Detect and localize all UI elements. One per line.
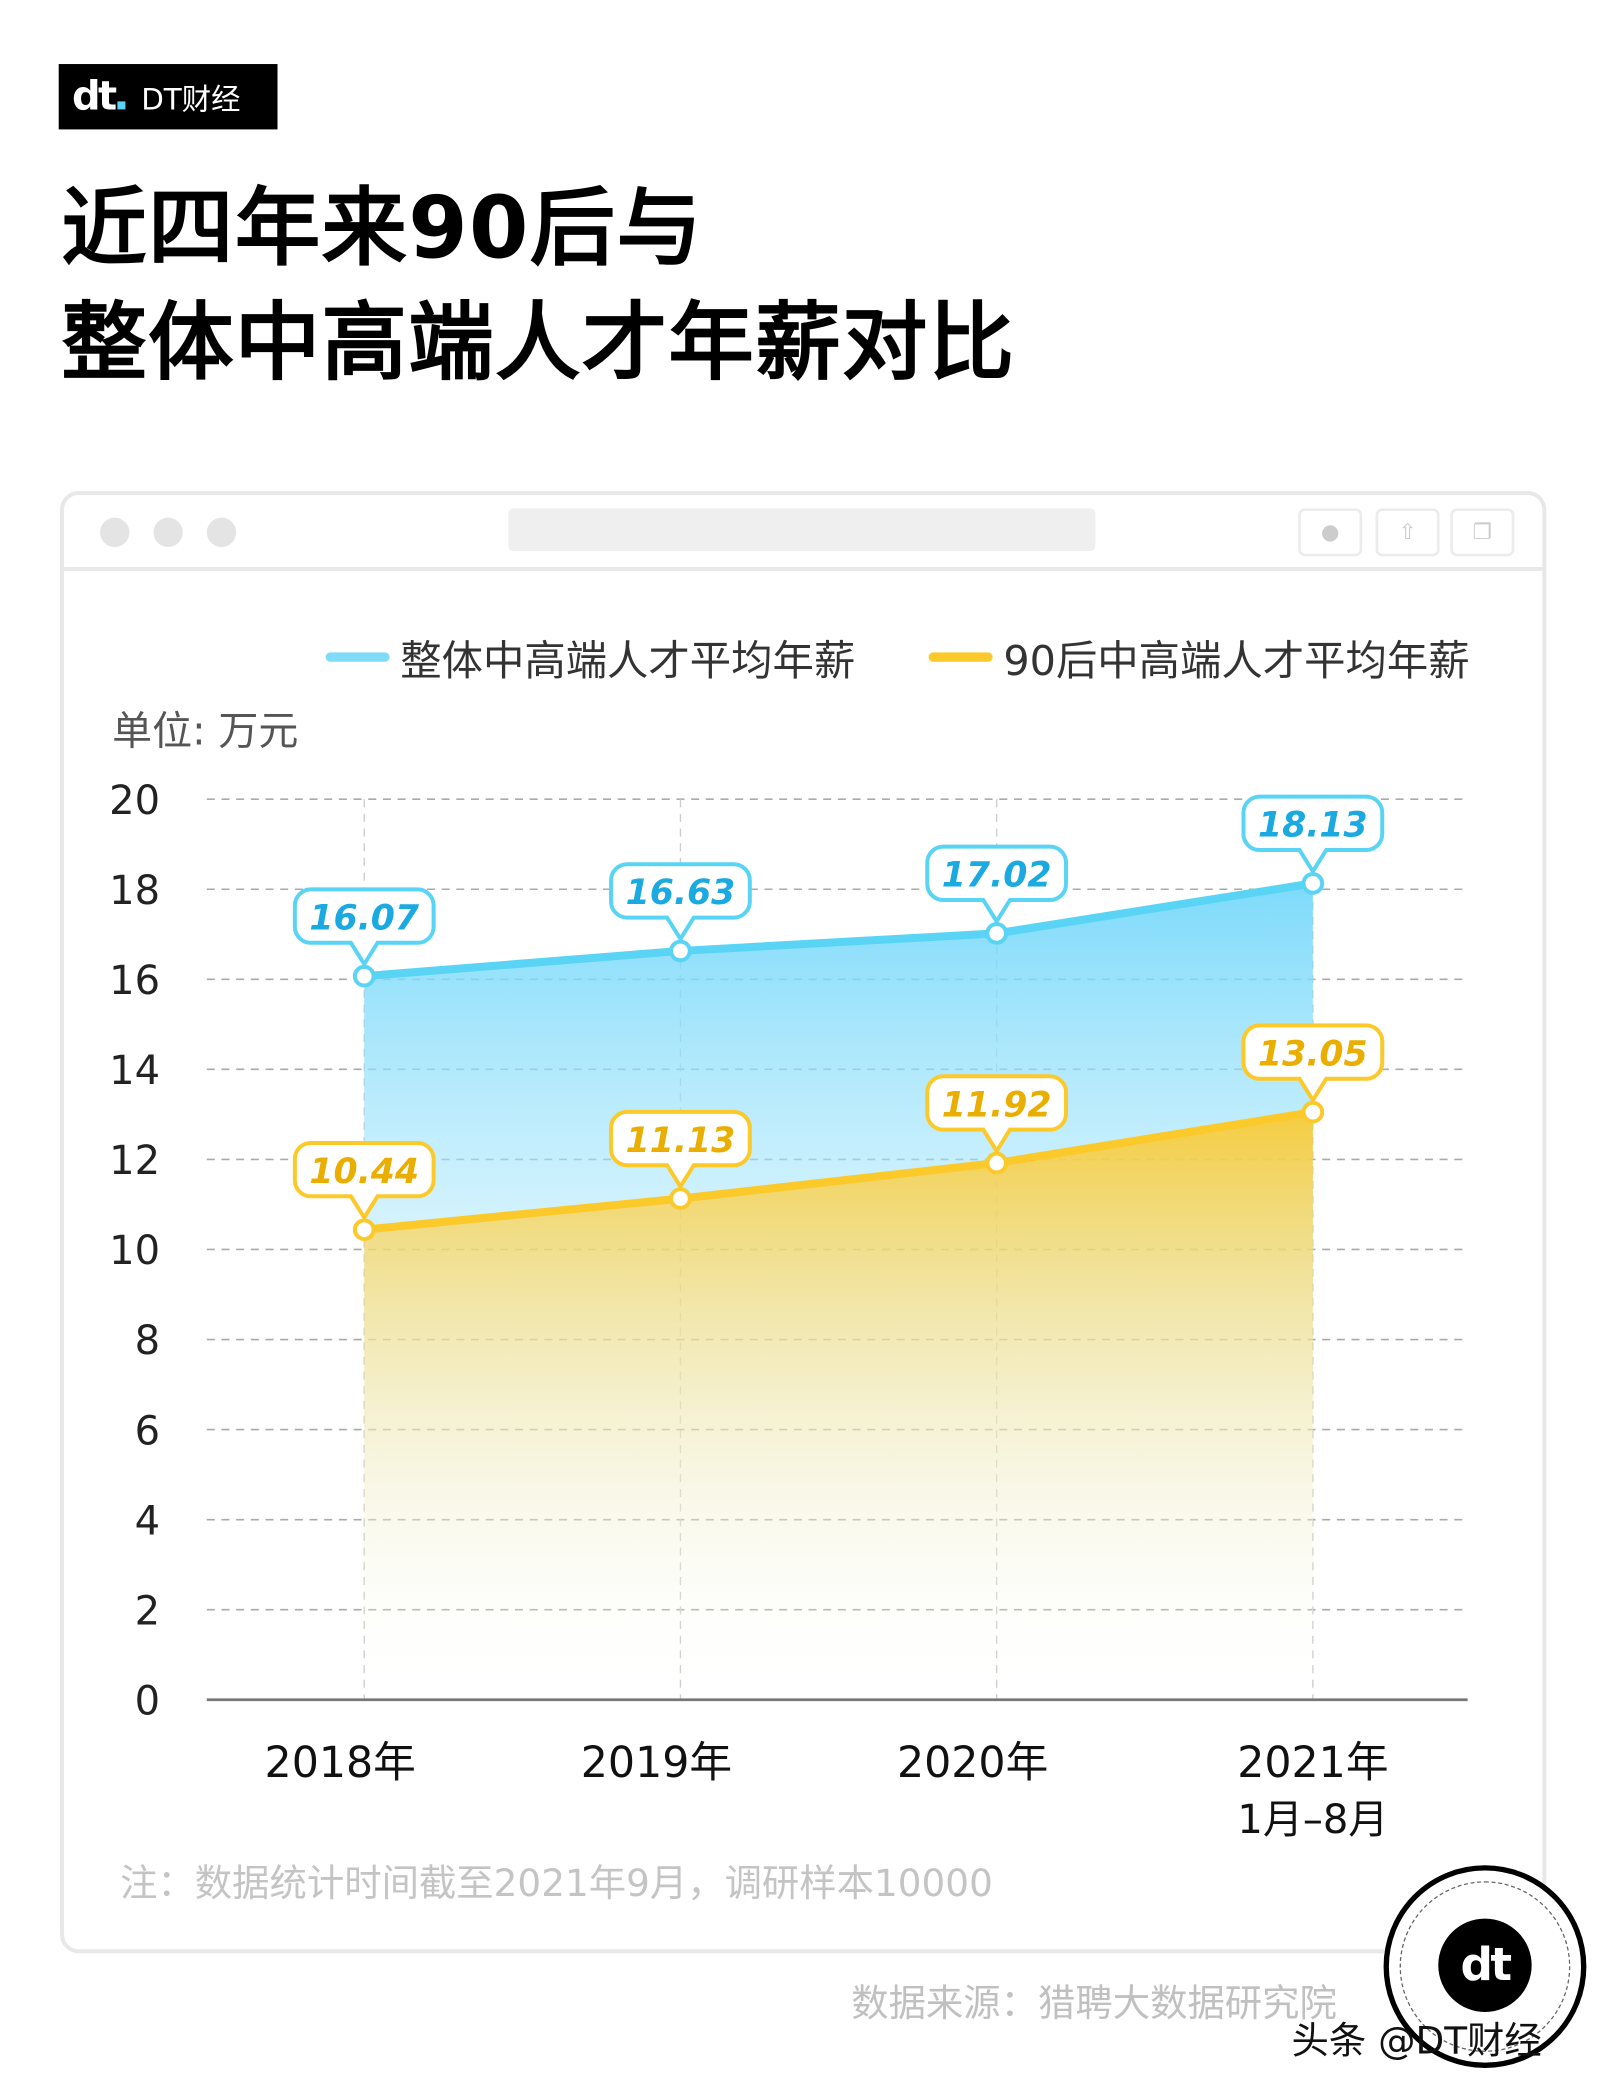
copy-icon[interactable]: ❐ xyxy=(1450,508,1515,557)
data-label-bubble xyxy=(1241,794,1385,876)
x-tick-label: 2020年 xyxy=(897,1738,1048,1788)
data-point xyxy=(985,922,1008,945)
data-label: 17.02 xyxy=(942,856,1052,896)
footnote: 注：数据统计时间截至2021年9月，调研样本10000 xyxy=(120,1861,993,1906)
data-point xyxy=(352,1218,376,1242)
x-tick-label: 2021年 xyxy=(1237,1738,1388,1788)
series-area xyxy=(364,1112,1313,1700)
data-label-bubble xyxy=(925,1074,1069,1155)
page-title-line-2: 整体中高端人才年薪对比 xyxy=(61,294,1016,394)
y-tick-label: 4 xyxy=(135,1498,160,1544)
y-tick-label: 10 xyxy=(109,1228,160,1274)
data-label-bubble xyxy=(609,862,752,943)
data-label: 11.13 xyxy=(626,1121,736,1161)
x-tick-label: 1月–8月 xyxy=(1237,1797,1388,1843)
legend-label: 90后中高端人才平均年薪 xyxy=(1003,637,1470,686)
y-tick-label: 8 xyxy=(135,1318,160,1364)
close-icon[interactable] xyxy=(100,517,130,548)
legend-swatch xyxy=(325,652,390,662)
y-tick-label: 20 xyxy=(109,778,160,824)
window-title-bar: ● ⇧ ❐ xyxy=(64,495,1543,572)
data-label: 16.07 xyxy=(309,898,420,938)
legend-label: 整体中高端人才平均年薪 xyxy=(400,637,856,686)
chart-plot: 0 2 4 6 8 10 12 14 16 18 20 2018年 2019年 2020年 2021年 1月–… xyxy=(109,778,1468,1843)
legend-swatch xyxy=(928,652,993,662)
data-label-bubble xyxy=(292,1140,436,1222)
data-point xyxy=(669,939,692,963)
series-line xyxy=(363,1108,1314,1234)
credit-text: 头条 @DT财经 xyxy=(1291,2018,1542,2063)
y-tick-label: 2 xyxy=(135,1588,160,1634)
dt-logo: dt xyxy=(72,73,126,120)
data-point xyxy=(352,964,376,988)
y-tick-label: 6 xyxy=(135,1408,160,1454)
data-label-bubble xyxy=(609,1109,752,1191)
minimize-icon[interactable] xyxy=(153,517,183,548)
data-label: 10.44 xyxy=(309,1152,419,1192)
data-point xyxy=(1301,1100,1325,1124)
x-tick-label: 2018年 xyxy=(265,1738,416,1788)
y-tick-label: 12 xyxy=(109,1138,160,1184)
share-icon[interactable]: ⇧ xyxy=(1375,508,1440,557)
data-point xyxy=(985,1151,1008,1175)
address-bar[interactable] xyxy=(508,508,1096,552)
y-tick-label: 0 xyxy=(135,1678,160,1724)
brand-name: DT财经 xyxy=(141,83,241,117)
dt-badge-logo: dt xyxy=(1383,1865,1587,2069)
data-point xyxy=(1301,872,1325,895)
page-title-line-1: 近四年来90后与 xyxy=(61,180,704,279)
y-tick-label: 14 xyxy=(109,1048,160,1094)
y-tick-label: 16 xyxy=(109,958,160,1004)
data-label-bubble xyxy=(292,887,436,968)
x-tick-label: 2019年 xyxy=(581,1738,732,1788)
data-label: 11.92 xyxy=(942,1085,1052,1125)
y-tick-label: 18 xyxy=(109,868,160,914)
data-label: 16.63 xyxy=(626,873,736,913)
record-icon[interactable]: ● xyxy=(1298,508,1363,557)
data-label-bubble xyxy=(1241,1023,1385,1104)
data-label-bubble xyxy=(925,844,1069,926)
data-point xyxy=(669,1187,692,1210)
legend-item-post90: 90后中高端人才平均年薪 xyxy=(928,627,1470,687)
data-label: 13.05 xyxy=(1258,1034,1368,1074)
unit-label: 单位: 万元 xyxy=(112,708,299,756)
maximize-icon[interactable] xyxy=(206,517,237,548)
series-line xyxy=(363,879,1314,981)
data-source: 数据来源：猎聘大数据研究院 xyxy=(851,1981,1337,2026)
legend-item-overall: 整体中高端人才平均年薪 xyxy=(325,627,856,687)
data-label: 18.13 xyxy=(1258,806,1368,846)
brand-logo: dt DT财经 xyxy=(58,64,278,130)
